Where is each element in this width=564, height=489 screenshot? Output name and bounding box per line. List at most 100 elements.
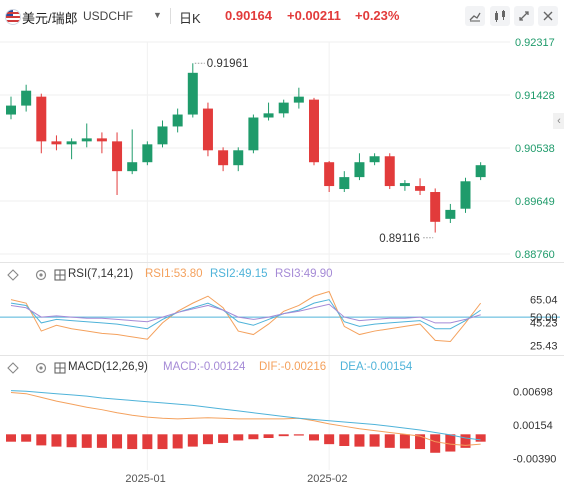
chevron-left-icon[interactable]: ‹	[553, 113, 564, 129]
macd-bar	[445, 434, 456, 452]
macd-bar	[81, 434, 92, 448]
macd-bar	[21, 434, 32, 442]
macd-bar	[127, 434, 138, 450]
chevron-down-icon[interactable]: ▼	[153, 10, 162, 20]
candle-type-icon	[495, 10, 505, 22]
macd-bar	[475, 434, 486, 442]
date-tick-label: 2025-01	[125, 473, 165, 485]
macd-bar	[430, 434, 441, 453]
hide-icon[interactable]	[6, 268, 20, 282]
last-price: 0.90164	[225, 8, 272, 23]
dea-line	[10, 390, 481, 441]
macd-bar	[218, 434, 229, 443]
candle-body	[339, 177, 350, 190]
candle-body	[399, 183, 410, 187]
panel-divider	[0, 262, 564, 263]
rsi-tick-label: 65.04	[530, 295, 558, 307]
macd-bar	[66, 434, 77, 448]
indicator-panel-icon	[54, 269, 66, 281]
draw-tools-icon	[469, 12, 481, 22]
macd-bar	[339, 434, 350, 446]
price-tick-label: 0.90538	[515, 143, 555, 155]
macd-bar	[172, 434, 183, 449]
rsi1-value: RSI1:53.80	[145, 268, 203, 280]
macd-bar	[399, 434, 410, 449]
settings-icon[interactable]	[34, 361, 48, 375]
candle-body	[354, 162, 365, 178]
macd-bar	[369, 434, 380, 447]
rsi-tick-label: 50.00	[530, 312, 558, 324]
macd-bar	[324, 434, 335, 445]
price-change-pct: +0.23%	[355, 8, 400, 23]
macd-tick-label: 0.00154	[513, 420, 553, 432]
candle-body	[309, 99, 319, 163]
macd-bar	[293, 434, 304, 436]
rsi-tick-label: 25.43	[530, 341, 558, 353]
macd-bar	[187, 434, 198, 447]
divider	[170, 8, 171, 24]
price-tick-label: 0.91428	[515, 90, 555, 102]
candle-body	[81, 138, 92, 142]
header-bar: 美元/瑞郎 USDCHF ▼ 日K 0.90164 +0.00211 +0.23…	[0, 0, 564, 32]
dea-value: DEA:-0.00154	[340, 361, 413, 373]
macd-bar	[233, 434, 244, 441]
candle-body	[445, 209, 456, 219]
macd-bar	[278, 434, 289, 437]
symbol-selector[interactable]: USDCHF	[83, 9, 133, 23]
candle-body	[112, 141, 123, 172]
macd-bar	[36, 434, 47, 446]
candle-body	[172, 114, 183, 127]
candle-body	[460, 181, 471, 209]
candle-body	[96, 138, 107, 142]
rsi-line-rsi2	[10, 299, 481, 330]
macd-bar	[157, 434, 168, 450]
macd-bar	[309, 434, 319, 441]
candle-body	[430, 192, 441, 222]
price-tick-label: 0.92317	[515, 37, 555, 49]
candle-body	[142, 144, 153, 163]
candle-body	[51, 141, 62, 145]
expand-icon	[519, 11, 529, 21]
candle-body	[263, 113, 274, 118]
candle-body	[278, 102, 289, 114]
us-flag-icon	[5, 9, 21, 25]
candle-body	[293, 96, 304, 103]
period-selector[interactable]: 日K	[179, 11, 201, 26]
candle-body	[21, 90, 32, 106]
rsi-line-rsi3	[10, 303, 481, 324]
macd-bar	[263, 434, 274, 438]
draw-tools-button[interactable]	[465, 6, 485, 26]
fullscreen-button[interactable]	[514, 6, 534, 26]
rsi-line-rsi1	[10, 290, 482, 343]
candle-body	[66, 141, 77, 145]
rsi-title: RSI(7,14,21)	[68, 268, 134, 280]
macd-tick-label: -0.00390	[513, 453, 556, 465]
price-change: +0.00211	[287, 8, 341, 23]
macd-bar	[248, 434, 259, 440]
close-button[interactable]	[538, 6, 558, 26]
macd-value: MACD:-0.00124	[163, 361, 246, 373]
macd-bar	[202, 434, 213, 445]
pair-name: 美元/瑞郎	[22, 11, 78, 26]
macd-tick-label: 0.00698	[513, 386, 553, 398]
candle-body	[415, 186, 426, 191]
candle-body	[475, 165, 486, 178]
settings-icon[interactable]	[34, 268, 48, 282]
hide-icon[interactable]	[6, 361, 20, 375]
price-tick-label: 0.88760	[515, 249, 555, 261]
candle-body	[157, 126, 168, 145]
close-icon	[543, 11, 553, 21]
macd-bar	[51, 434, 62, 447]
macd-bar	[384, 434, 395, 448]
macd-bar	[112, 434, 123, 449]
rsi-tick-label: 45.23	[530, 318, 558, 330]
rsi3-value: RSI3:49.90	[275, 268, 333, 280]
indicator-panel-icon	[54, 362, 66, 374]
candle-body	[127, 162, 138, 172]
candle-body	[369, 156, 380, 163]
macd-bar	[460, 434, 471, 448]
candle-body	[6, 105, 16, 115]
candle-type-button[interactable]	[490, 6, 510, 26]
candle-body	[233, 150, 244, 166]
price-tick-label: 0.89649	[515, 196, 555, 208]
